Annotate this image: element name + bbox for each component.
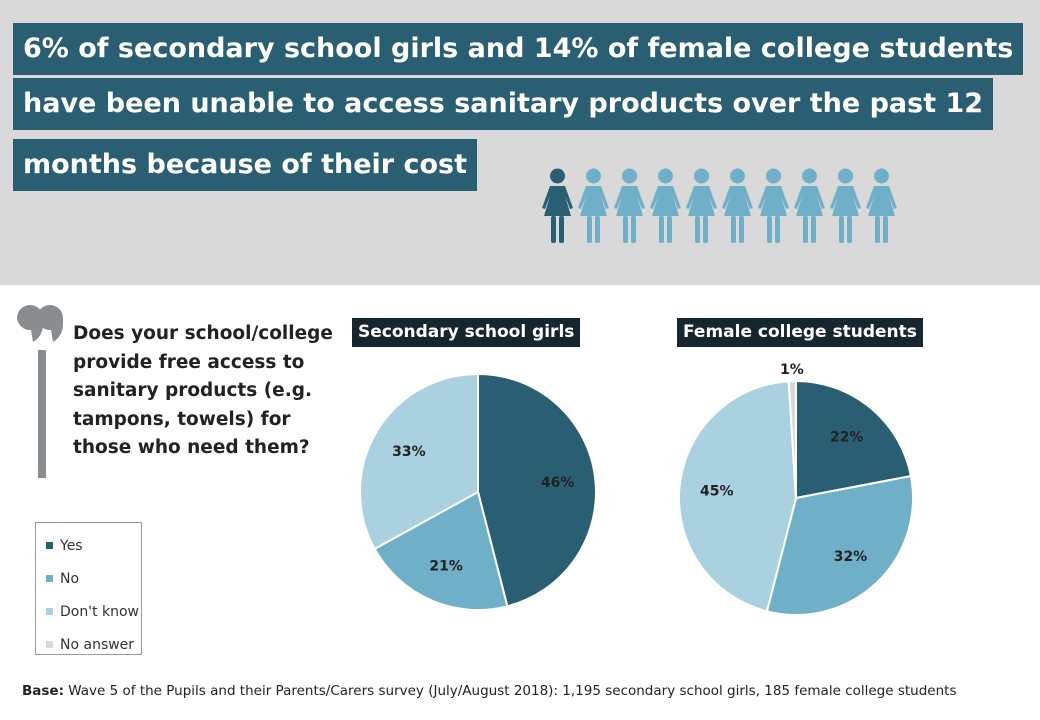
legend: Yes No Don't know No answer bbox=[35, 522, 142, 655]
headline-line-3: months because of their cost bbox=[13, 139, 478, 191]
legend-swatch bbox=[46, 542, 53, 549]
female-figure-icon bbox=[866, 168, 897, 243]
quote-icon bbox=[17, 305, 63, 342]
data-label: 45% bbox=[700, 484, 734, 500]
legend-label: Yes bbox=[60, 537, 83, 554]
legend-swatch bbox=[46, 641, 53, 648]
data-label: 22% bbox=[830, 430, 864, 446]
legend-item: Yes bbox=[46, 529, 141, 562]
base-note: Base: Wave 5 of the Pupils and their Par… bbox=[22, 683, 956, 699]
female-figure-icon bbox=[830, 168, 861, 243]
headline-line-1: 6% of secondary school girls and 14% of … bbox=[13, 23, 1024, 75]
data-label: 46% bbox=[541, 475, 575, 491]
pictogram bbox=[540, 168, 899, 244]
chart-title-secondary: Secondary school girls bbox=[352, 318, 581, 347]
legend-swatch bbox=[46, 608, 53, 615]
data-label: 1% bbox=[780, 362, 804, 378]
legend-item: No answer bbox=[46, 628, 141, 661]
data-label: 33% bbox=[392, 444, 426, 460]
female-figure-icon bbox=[578, 168, 609, 243]
data-label: 21% bbox=[429, 559, 463, 575]
chart-title-college: Female college students bbox=[677, 318, 923, 347]
pie-slice-no bbox=[373, 490, 509, 611]
data-label: 32% bbox=[834, 549, 868, 565]
legend-swatch bbox=[46, 575, 53, 582]
pie-slice-don-t-know bbox=[678, 380, 798, 613]
female-figure-icon bbox=[650, 168, 681, 243]
legend-item: No bbox=[46, 562, 141, 595]
female-figure-icon bbox=[542, 168, 573, 243]
legend-label: Don't know bbox=[60, 603, 140, 620]
pie-slice-yes bbox=[795, 379, 913, 500]
legend-label: No answer bbox=[60, 636, 135, 653]
female-figure-icon bbox=[722, 168, 753, 243]
headline-line-2: have been unable to access sanitary prod… bbox=[13, 78, 994, 130]
pie-slice-no-answer bbox=[787, 379, 797, 499]
question-text: Does your school/college provide free ac… bbox=[73, 323, 333, 458]
female-figure-icon bbox=[614, 168, 645, 243]
pie-slice-yes bbox=[477, 372, 597, 608]
base-text: Wave 5 of the Pupils and their Parents/C… bbox=[64, 683, 957, 699]
legend-item: Don't know bbox=[46, 595, 141, 628]
base-label: Base: bbox=[22, 683, 64, 699]
legend-label: No bbox=[60, 570, 80, 587]
quote-bar bbox=[38, 350, 46, 478]
female-figure-icon bbox=[794, 168, 825, 243]
pie-slice-no bbox=[765, 474, 914, 616]
pie-slice-don-t-know bbox=[359, 372, 479, 551]
female-figure-icon bbox=[758, 168, 789, 243]
female-figure-icon bbox=[686, 168, 717, 243]
